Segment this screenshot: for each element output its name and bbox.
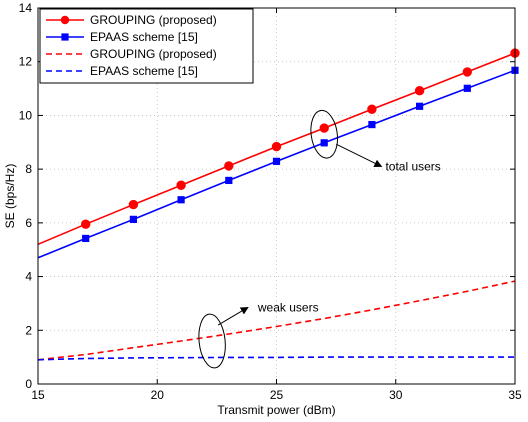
- data-point: [272, 142, 280, 150]
- total-users-label: total users: [385, 159, 440, 173]
- y-tick-label: 4: [25, 270, 32, 284]
- legend-entry-label: EPAAS scheme [15]: [90, 64, 198, 78]
- x-tick-label: 30: [389, 388, 403, 402]
- data-point: [321, 139, 328, 146]
- data-point: [225, 162, 233, 170]
- y-tick-label: 2: [25, 323, 32, 337]
- x-tick-label: 15: [31, 388, 45, 402]
- data-point: [463, 68, 471, 76]
- legend-entry-label: EPAAS scheme [15]: [90, 30, 198, 44]
- x-tick-label: 20: [151, 388, 165, 402]
- data-point: [273, 158, 280, 165]
- total-users-ellipse: [308, 109, 340, 160]
- data-point: [177, 181, 185, 189]
- total-users-arrow: [336, 144, 381, 166]
- data-point: [416, 103, 423, 110]
- data-point: [225, 177, 232, 184]
- weak-users-ellipse: [196, 313, 228, 369]
- data-point: [464, 85, 471, 92]
- x-axis-label: Transmit power (dBm): [217, 403, 335, 417]
- legend-marker: [61, 16, 69, 24]
- data-point: [130, 216, 137, 223]
- legend: GROUPING (proposed) EPAAS scheme [15] GROU…: [40, 9, 253, 83]
- data-point: [82, 235, 89, 242]
- x-tick-label: 35: [508, 388, 522, 402]
- weak-users-label: weak users: [257, 300, 319, 314]
- data-point: [368, 105, 376, 113]
- data-point: [82, 220, 90, 228]
- data-point: [129, 200, 137, 208]
- data-point: [415, 87, 423, 95]
- y-tick-label: 14: [19, 1, 33, 15]
- data-point: [320, 124, 328, 132]
- legend-marker: [61, 33, 68, 40]
- y-tick-label: 8: [25, 162, 32, 176]
- weak-users-arrow: [218, 307, 248, 325]
- y-tick-label: 12: [19, 55, 33, 69]
- legend-entry-label: GROUPING (proposed): [90, 13, 217, 27]
- y-axis-label: SE (bps/Hz): [3, 164, 17, 229]
- y-tick-label: 6: [25, 216, 32, 230]
- data-point: [178, 196, 185, 203]
- y-tick-label: 10: [19, 108, 33, 122]
- legend-entry-label: GROUPING (proposed): [90, 47, 217, 61]
- x-tick-label: 25: [270, 388, 284, 402]
- y-tick-label: 0: [25, 377, 32, 391]
- data-point: [368, 121, 375, 128]
- series-line-3: [38, 357, 515, 360]
